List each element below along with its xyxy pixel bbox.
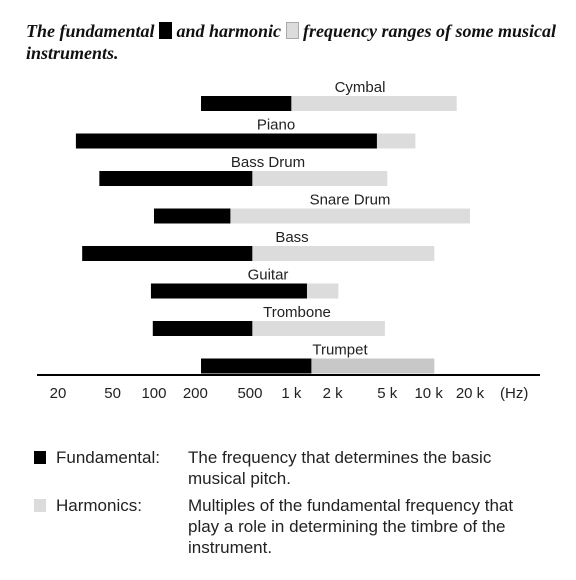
- trombone-harmonics-bar: [252, 321, 385, 336]
- trombone-fundamental-bar: [152, 321, 253, 336]
- piano-harmonics-bar: [376, 133, 416, 149]
- title-part-3: frequency ranges of some musical instrum…: [26, 21, 557, 63]
- bass-drum-fundamental-bar: [99, 171, 253, 186]
- cymbal-fundamental-bar: [201, 96, 292, 111]
- legend-harmonics-label: Harmonics:: [56, 496, 142, 515]
- fundamental-swatch-inline: [159, 22, 173, 39]
- guitar-fundamental-bar: [150, 283, 307, 299]
- bass-drum-label: Bass Drum: [231, 154, 305, 171]
- title-part-2: and harmonic: [176, 21, 282, 41]
- trumpet-fundamental-bar: [201, 358, 312, 374]
- harmonic-swatch-inline: [285, 22, 299, 39]
- snare-drum-label: Snare Drum: [310, 192, 391, 209]
- guitar-label: Guitar: [248, 267, 289, 284]
- frequency-range-chart: Cymbal Piano Bass Drum Snare Drum Bass Guitar…: [37, 79, 540, 402]
- cymbal-label: Cymbal: [335, 79, 386, 96]
- piano-fundamental-bar: [75, 133, 377, 149]
- tick-label-200: 200: [183, 385, 208, 402]
- tick-label-1k: 1 k: [281, 385, 302, 402]
- title-part-1: The fundamental: [26, 21, 155, 41]
- tick-label-20k: 20 k: [456, 385, 485, 402]
- trombone-label: Trombone: [263, 304, 331, 321]
- tick-label-50: 50: [104, 385, 121, 402]
- snare-drum-harmonics-bar: [230, 208, 470, 224]
- fundamental-legend-swatch: [34, 451, 46, 464]
- legend-fundamental-description: The frequency that determines the basic …: [188, 448, 492, 488]
- tick-label-5k: 5 k: [377, 385, 398, 402]
- trumpet-label: Trumpet: [312, 342, 368, 359]
- tick-label-10k: 10 k: [414, 385, 443, 402]
- bass-fundamental-bar: [82, 246, 253, 261]
- chart-title: The fundamental and harmonic frequency r…: [26, 20, 566, 64]
- cymbal-harmonics-bar: [291, 96, 457, 111]
- snare-drum-fundamental-bar: [153, 208, 231, 224]
- trumpet-harmonics-bar: [311, 358, 435, 374]
- harmonics-legend-swatch: [34, 499, 46, 512]
- bass-harmonics-bar: [252, 246, 435, 261]
- tick-label-500: 500: [237, 385, 262, 402]
- legend-fundamental-label: Fundamental:: [56, 448, 160, 467]
- tick-label-20: 20: [50, 385, 67, 402]
- bass-drum-harmonics-bar: [252, 171, 388, 186]
- guitar-harmonics-bar: [306, 283, 339, 299]
- bass-label: Bass: [275, 229, 308, 246]
- piano-label: Piano: [257, 117, 295, 134]
- x-axis-unit: (Hz): [500, 385, 528, 402]
- tick-label-2k: 2 k: [323, 385, 344, 402]
- tick-label-100: 100: [141, 385, 166, 402]
- legend-harmonics-description: Multiples of the fundamental frequency t…: [188, 496, 514, 557]
